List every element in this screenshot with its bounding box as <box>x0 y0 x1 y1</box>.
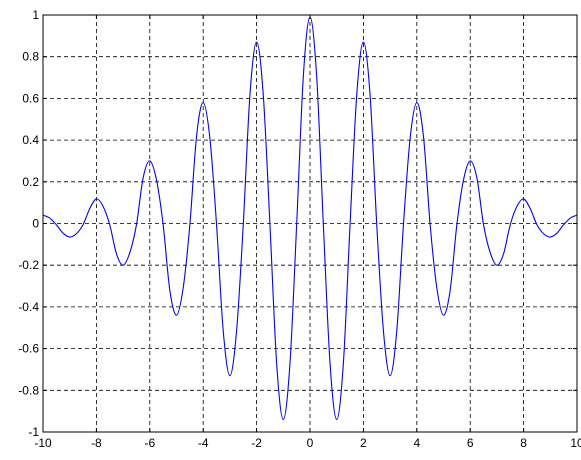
x-tick-label: 0 <box>307 436 314 450</box>
y-tick-label: 0 <box>32 217 39 231</box>
y-tick-label: -0.2 <box>18 258 39 272</box>
y-tick-label: 0.6 <box>22 91 39 105</box>
x-tick-label: -4 <box>198 436 209 450</box>
y-tick-label: 0.2 <box>22 175 39 189</box>
x-tick-label: 4 <box>413 436 420 450</box>
x-tick-label: -8 <box>91 436 102 450</box>
axis-ticks <box>42 14 578 433</box>
y-tick-label: -0.8 <box>18 383 39 397</box>
y-tick-label: 0.4 <box>22 133 39 147</box>
y-tick-label: -1 <box>28 425 39 439</box>
series-line <box>42 16 578 421</box>
x-tick-label: -6 <box>144 436 155 450</box>
series-layer <box>42 16 578 421</box>
y-tick-label: 0.8 <box>22 50 39 64</box>
x-tick-label: 10 <box>570 436 581 450</box>
x-tick-label: 6 <box>467 436 474 450</box>
y-tick-label: -0.6 <box>18 342 39 356</box>
x-tick-label: 8 <box>520 436 527 450</box>
x-tick-label: -10 <box>34 436 52 450</box>
y-tick-label: 1 <box>32 8 39 22</box>
tick-labels: -10 -8 -6 -4 -2 0 2 4 6 8 10 -1 -0.8 -0.6 -0.4 -0.2 0 0.2… <box>18 8 581 450</box>
grid <box>43 15 577 432</box>
x-tick-label: -2 <box>251 436 262 450</box>
y-tick-label: -0.4 <box>18 300 39 314</box>
x-tick-label: 2 <box>360 436 367 450</box>
